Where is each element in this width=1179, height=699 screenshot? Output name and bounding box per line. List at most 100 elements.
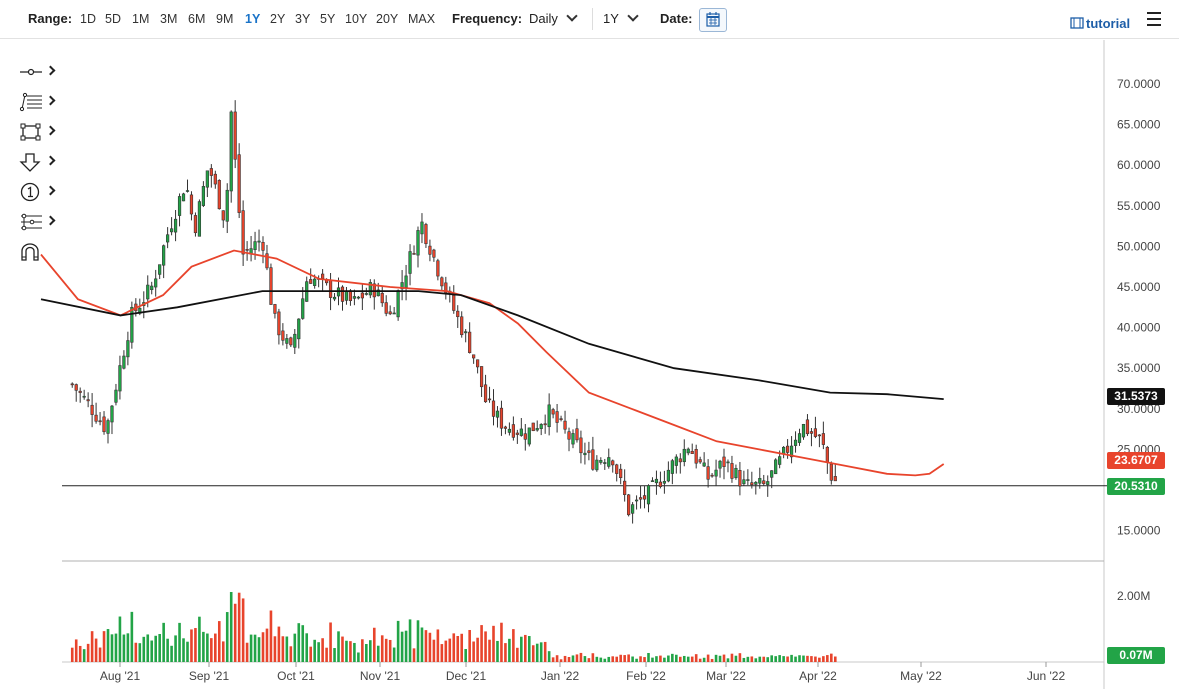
candle-body [376,289,380,297]
candle [177,193,182,227]
volume-bar [297,623,301,662]
candle-body [662,481,666,484]
candle [495,406,500,428]
volume-bar [277,626,281,662]
range-3y-button[interactable]: 3Y [295,12,311,26]
candle-body [634,499,639,502]
volume-bar [583,656,587,662]
price-chart[interactable]: 70.0000 65.0000 60.0000 55.0000 50.0000 45.00… [0,40,1179,699]
volume-bar [126,633,130,662]
volume-bar [587,658,591,662]
candle [114,383,118,406]
volume-bar [333,648,336,662]
candlestick-series [70,100,837,524]
candle-body [654,478,659,484]
volume-bar [241,598,245,662]
candle-body [225,189,229,222]
candle-body [543,423,547,426]
range-6m-button[interactable]: 6M [188,12,206,26]
candle [670,458,674,485]
candle-body [297,318,301,340]
volume-bar [484,631,487,662]
marker-tool[interactable] [14,180,58,204]
line-segment-tool[interactable] [14,60,58,84]
volume-bar [623,655,626,662]
volume-bar [400,631,404,662]
volume-bar [289,646,293,662]
volume-bar [428,632,432,662]
hamburger-menu-icon[interactable] [1147,12,1161,30]
candle [368,279,372,299]
range-10y-button[interactable]: 10Y [345,12,368,26]
tutorial-link[interactable]: tutorial [1070,16,1130,31]
candle [472,354,476,364]
volume-bar [396,620,400,662]
range-5y-button[interactable]: 5Y [320,12,336,26]
volume-bar [551,657,555,662]
candle-body [821,433,825,445]
arrow-tool[interactable] [14,150,58,174]
candle-body [102,416,106,433]
candle [595,455,599,472]
rectangle-tool[interactable] [14,120,58,144]
volume-bar [480,625,483,662]
channel-tool[interactable] [14,210,58,234]
range-9m-button[interactable]: 9M [216,12,234,26]
fibonacci-tool[interactable] [14,90,58,114]
volume-bar [412,648,416,662]
frequency-dropdown[interactable]: Daily [529,10,578,28]
candle [479,366,484,397]
range-max-button[interactable]: MAX [408,12,436,26]
candle [464,329,468,343]
volume-bar [794,656,797,662]
candle-body [698,459,702,463]
candle [722,448,726,480]
candle-body [364,293,368,295]
numbered-marker-icon [20,182,40,202]
volume-bar [214,633,217,662]
candle-body [507,428,512,433]
volume-bar [440,644,444,662]
volume-bar [162,622,165,662]
volume-bar [643,657,646,662]
chevron-down-icon [627,10,639,22]
candle-body [344,291,349,301]
volume-bar [476,637,479,662]
candle [197,199,202,237]
volume-bar [516,647,519,662]
candle-body [774,459,778,475]
range-20y-button[interactable]: 20Y [376,12,399,26]
candle-body [412,253,416,255]
candle-body [694,449,698,464]
volume-bar [535,643,539,662]
range-1m-button[interactable]: 1M [132,12,150,26]
volume-bar [464,649,467,662]
range-5d-button[interactable]: 5D [105,12,121,26]
candle-body [619,468,623,478]
candle [563,410,567,434]
candle [98,412,102,426]
range-3m-button[interactable]: 3M [160,12,178,26]
volume-bar [512,629,515,662]
candle [332,293,337,302]
candle [615,463,619,482]
range-2y-button[interactable]: 2Y [270,12,286,26]
volume-bar [492,625,495,662]
period-dropdown[interactable]: 1Y [603,10,639,28]
magnet-tool[interactable] [14,240,58,264]
candle-body [579,437,583,454]
candle-body [114,389,118,403]
candle [185,179,190,193]
range-1d-button[interactable]: 1D [80,12,96,26]
date-picker-button[interactable] [699,8,727,32]
volume-bar [694,654,698,662]
candle [603,458,607,470]
range-1y-button[interactable]: 1Y [245,12,261,26]
candle-body [293,333,297,348]
candle-body [150,285,154,290]
volume-bar [206,633,209,662]
volume-bar [718,655,722,662]
volume-bar [281,636,285,662]
volume-bar [611,656,615,662]
candle-body [658,481,663,487]
